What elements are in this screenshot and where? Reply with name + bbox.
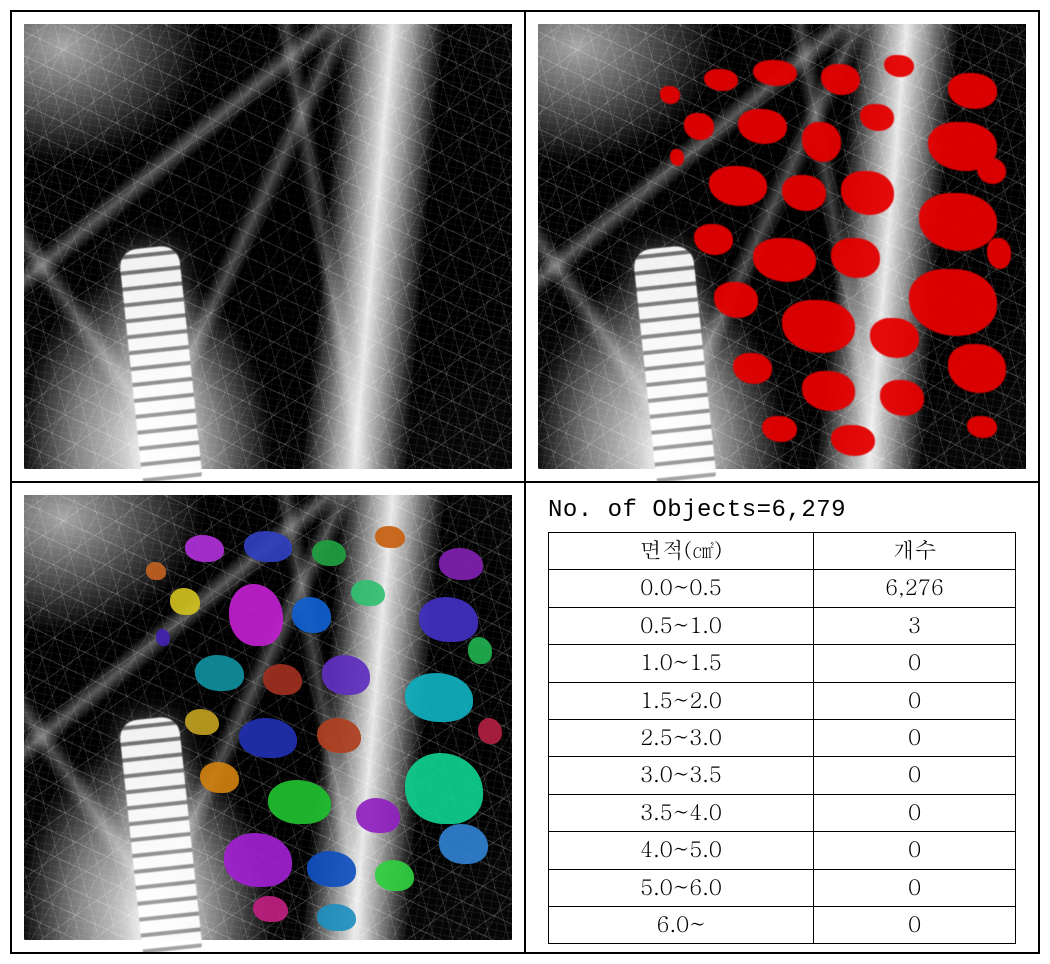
panel-c-segmented [11,482,525,953]
table-row: 1.5~2.00 [549,682,1016,719]
panel-b-threshold [525,11,1039,482]
cell-area-range: 3.5~4.0 [549,794,814,831]
panel-d-table: No. of Objects=6,279 면적(㎠) 개수 0.0~0.56,2… [525,482,1039,953]
cell-count: 0 [814,794,1016,831]
col-header-count: 개수 [814,533,1016,570]
cell-area-range: 3.0~3.5 [549,757,814,794]
cell-area-range: 1.0~1.5 [549,645,814,682]
object-count-label: No. of Objects=6,279 [548,497,1016,524]
table-row: 1.0~1.50 [549,645,1016,682]
panel-a-grayscale [11,11,525,482]
cell-area-range: 5.0~6.0 [549,869,814,906]
microscopy-image-segmented [24,495,512,940]
cell-area-range: 0.5~1.0 [549,607,814,644]
segmentation-overlay [24,495,512,940]
cell-count: 0 [814,757,1016,794]
table-row: 6.0~0 [549,906,1016,943]
cell-count: 3 [814,607,1016,644]
cell-area-range: 1.5~2.0 [549,682,814,719]
cell-area-range: 2.5~3.0 [549,719,814,756]
cell-count: 0 [814,906,1016,943]
cell-area-range: 0.0~0.5 [549,570,814,607]
table-row: 3.0~3.50 [549,757,1016,794]
table-row: 5.0~6.00 [549,869,1016,906]
cell-count: 0 [814,682,1016,719]
area-histogram-table: 면적(㎠) 개수 0.0~0.56,2760.5~1.031.0~1.501.5… [548,532,1016,944]
cell-count: 0 [814,869,1016,906]
cell-count: 0 [814,645,1016,682]
table-header-row: 면적(㎠) 개수 [549,533,1016,570]
table-row: 3.5~4.00 [549,794,1016,831]
cell-count: 0 [814,832,1016,869]
table-row: 2.5~3.00 [549,719,1016,756]
cell-area-range: 6.0~ [549,906,814,943]
table-row: 0.5~1.03 [549,607,1016,644]
microscopy-image-threshold [538,24,1026,469]
cell-area-range: 4.0~5.0 [549,832,814,869]
table-row: 4.0~5.00 [549,832,1016,869]
col-header-area: 면적(㎠) [549,533,814,570]
figure-grid: No. of Objects=6,279 면적(㎠) 개수 0.0~0.56,2… [10,10,1040,954]
cell-count: 0 [814,719,1016,756]
microscopy-image-grayscale [24,24,512,469]
table-row: 0.0~0.56,276 [549,570,1016,607]
threshold-overlay [538,24,1026,469]
cell-count: 6,276 [814,570,1016,607]
